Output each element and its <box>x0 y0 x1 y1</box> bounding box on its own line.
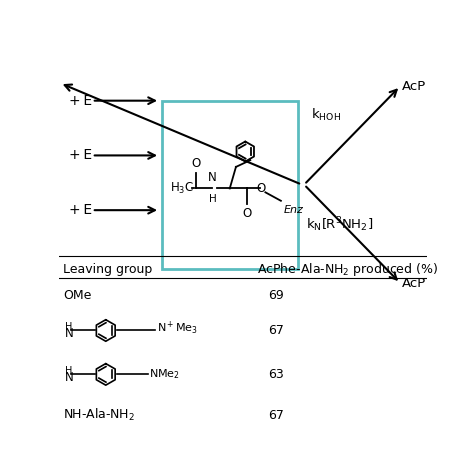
Text: 69: 69 <box>268 289 284 301</box>
Text: H: H <box>209 194 217 204</box>
Text: AcP: AcP <box>402 277 426 290</box>
Text: + E: + E <box>69 203 91 217</box>
Text: NH-Ala-NH$_2$: NH-Ala-NH$_2$ <box>63 407 135 423</box>
Text: 67: 67 <box>268 324 284 337</box>
Text: k$_{\rm HOH}$: k$_{\rm HOH}$ <box>311 107 341 123</box>
Text: N: N <box>209 171 217 184</box>
Text: Leaving group: Leaving group <box>63 263 152 276</box>
Text: H: H <box>64 322 72 332</box>
Text: N: N <box>64 371 73 384</box>
Text: O: O <box>191 157 201 170</box>
Bar <box>162 100 298 269</box>
Text: H: H <box>64 365 72 375</box>
Text: H$_3$C: H$_3$C <box>170 181 194 196</box>
Text: AcPhe-Ala-NH$_2$ produced (%): AcPhe-Ala-NH$_2$ produced (%) <box>257 261 438 278</box>
Text: N: N <box>64 327 73 340</box>
Text: N$^+$Me$_3$: N$^+$Me$_3$ <box>157 320 198 337</box>
Text: + E: + E <box>69 94 91 108</box>
Text: AcP: AcP <box>402 80 426 92</box>
Text: OMe: OMe <box>63 289 91 301</box>
Text: + E: + E <box>69 148 91 163</box>
Text: O: O <box>242 207 251 220</box>
Text: 67: 67 <box>268 409 284 422</box>
Text: k$_{\rm N}$[R$^3$NH$_2$]: k$_{\rm N}$[R$^3$NH$_2$] <box>306 215 373 234</box>
Text: Enz: Enz <box>284 205 304 215</box>
Text: O: O <box>256 182 265 195</box>
Text: NMe$_2$: NMe$_2$ <box>149 367 180 381</box>
Text: 63: 63 <box>268 368 284 381</box>
